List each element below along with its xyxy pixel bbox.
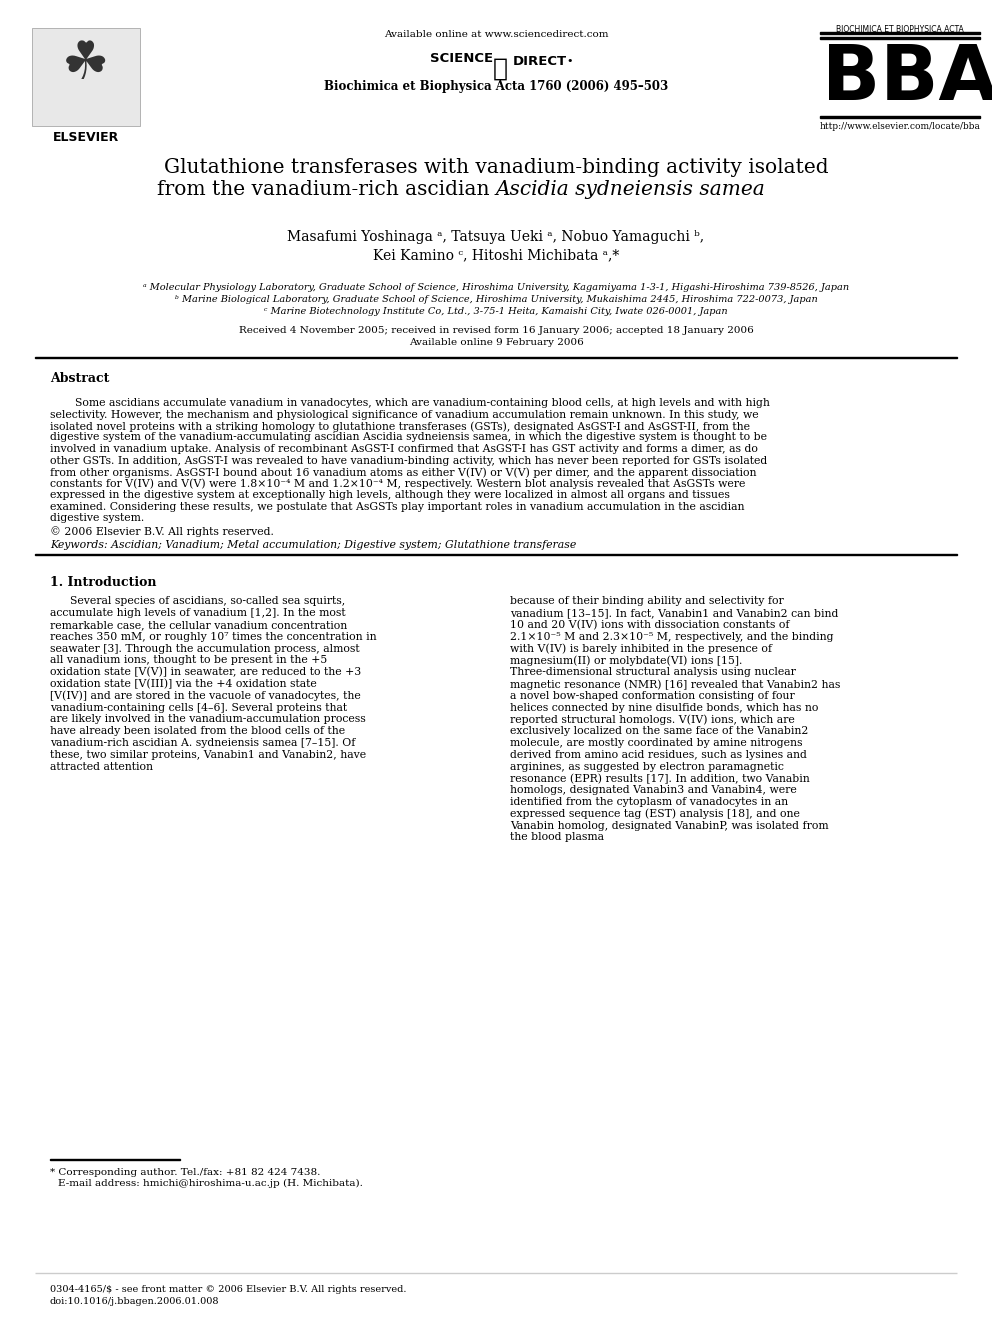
- Text: http://www.elsevier.com/locate/bba: http://www.elsevier.com/locate/bba: [819, 122, 980, 131]
- Text: are likely involved in the vanadium-accumulation process: are likely involved in the vanadium-accu…: [50, 714, 366, 725]
- Text: Several species of ascidians, so-called sea squirts,: Several species of ascidians, so-called …: [70, 597, 345, 606]
- Bar: [820, 116, 980, 118]
- Text: doi:10.1016/j.bbagen.2006.01.008: doi:10.1016/j.bbagen.2006.01.008: [50, 1297, 219, 1306]
- Text: other GSTs. In addition, AsGST-I was revealed to have vanadium-binding activity,: other GSTs. In addition, AsGST-I was rev…: [50, 455, 767, 466]
- Text: exclusively localized on the same face of the Vanabin2: exclusively localized on the same face o…: [510, 726, 808, 737]
- Text: from other organisms. AsGST-I bound about 16 vanadium atoms as either V(IV) or V: from other organisms. AsGST-I bound abou…: [50, 467, 757, 478]
- Text: derived from amino acid residues, such as lysines and: derived from amino acid residues, such a…: [510, 750, 806, 759]
- Text: reaches 350 mM, or roughly 10⁷ times the concentration in: reaches 350 mM, or roughly 10⁷ times the…: [50, 632, 377, 642]
- Text: from the vanadium-rich ascidian: from the vanadium-rich ascidian: [157, 180, 496, 198]
- Text: Some ascidians accumulate vanadium in vanadocytes, which are vanadium-containing: Some ascidians accumulate vanadium in va…: [75, 398, 770, 407]
- Text: BBA: BBA: [822, 42, 992, 116]
- Text: Masafumi Yoshinaga ᵃ, Tatsuya Ueki ᵃ, Nobuo Yamaguchi ᵇ,: Masafumi Yoshinaga ᵃ, Tatsuya Ueki ᵃ, No…: [288, 230, 704, 243]
- Text: Glutathione transferases with vanadium-binding activity isolated: Glutathione transferases with vanadium-b…: [164, 157, 828, 177]
- Text: expressed sequence tag (EST) analysis [18], and one: expressed sequence tag (EST) analysis [1…: [510, 808, 800, 819]
- Text: vanadium-containing cells [4–6]. Several proteins that: vanadium-containing cells [4–6]. Several…: [50, 703, 347, 713]
- Text: SCIENCE: SCIENCE: [430, 52, 493, 65]
- Text: isolated novel proteins with a striking homology to glutathione transferases (GS: isolated novel proteins with a striking …: [50, 421, 750, 431]
- Text: ᵃ Molecular Physiology Laboratory, Graduate School of Science, Hiroshima Univers: ᵃ Molecular Physiology Laboratory, Gradu…: [143, 283, 849, 292]
- Text: constants for V(IV) and V(V) were 1.8×10⁻⁴ M and 1.2×10⁻⁴ M, respectively. Weste: constants for V(IV) and V(V) were 1.8×10…: [50, 479, 745, 490]
- Text: magnetic resonance (NMR) [16] revealed that Vanabin2 has: magnetic resonance (NMR) [16] revealed t…: [510, 679, 840, 689]
- Text: remarkable case, the cellular vanadium concentration: remarkable case, the cellular vanadium c…: [50, 620, 347, 630]
- Text: 2.1×10⁻⁵ M and 2.3×10⁻⁵ M, respectively, and the binding: 2.1×10⁻⁵ M and 2.3×10⁻⁵ M, respectively,…: [510, 632, 833, 642]
- Text: because of their binding ability and selectivity for: because of their binding ability and sel…: [510, 597, 784, 606]
- Text: selectivity. However, the mechanism and physiological significance of vanadium a: selectivity. However, the mechanism and …: [50, 410, 759, 419]
- Text: reported structural homologs. V(IV) ions, which are: reported structural homologs. V(IV) ions…: [510, 714, 795, 725]
- Text: •: •: [566, 56, 572, 66]
- Text: attracted attention: attracted attention: [50, 762, 153, 771]
- Text: these, two similar proteins, Vanabin1 and Vanabin2, have: these, two similar proteins, Vanabin1 an…: [50, 750, 366, 759]
- Text: 1. Introduction: 1. Introduction: [50, 577, 157, 590]
- Text: accumulate high levels of vanadium [1,2]. In the most: accumulate high levels of vanadium [1,2]…: [50, 609, 345, 618]
- Text: vanadium [13–15]. In fact, Vanabin1 and Vanabin2 can bind: vanadium [13–15]. In fact, Vanabin1 and …: [510, 609, 838, 618]
- Text: resonance (EPR) results [17]. In addition, two Vanabin: resonance (EPR) results [17]. In additio…: [510, 774, 809, 783]
- Bar: [32, 28, 140, 126]
- Text: identified from the cytoplasm of vanadocytes in an: identified from the cytoplasm of vanadoc…: [510, 796, 788, 807]
- Text: Keywords: Ascidian; Vanadium; Metal accumulation; Digestive system; Glutathione : Keywords: Ascidian; Vanadium; Metal accu…: [50, 540, 576, 549]
- Text: expressed in the digestive system at exceptionally high levels, although they we: expressed in the digestive system at exc…: [50, 490, 730, 500]
- Text: all vanadium ions, thought to be present in the +5: all vanadium ions, thought to be present…: [50, 655, 327, 665]
- Text: ᶜ Marine Biotechnology Institute Co, Ltd., 3-75-1 Heita, Kamaishi City, Iwate 02: ᶜ Marine Biotechnology Institute Co, Ltd…: [264, 307, 728, 316]
- Text: [V(IV)] and are stored in the vacuole of vanadocytes, the: [V(IV)] and are stored in the vacuole of…: [50, 691, 361, 701]
- Text: the blood plasma: the blood plasma: [510, 832, 604, 843]
- Text: Biochimica et Biophysica Acta 1760 (2006) 495–503: Biochimica et Biophysica Acta 1760 (2006…: [323, 79, 669, 93]
- Text: magnesium(II) or molybdate(VI) ions [15].: magnesium(II) or molybdate(VI) ions [15]…: [510, 655, 742, 665]
- Text: Available online 9 February 2006: Available online 9 February 2006: [409, 337, 583, 347]
- Text: Three-dimensional structural analysis using nuclear: Three-dimensional structural analysis us…: [510, 667, 796, 677]
- Text: 10 and 20 V(IV) ions with dissociation constants of: 10 and 20 V(IV) ions with dissociation c…: [510, 620, 790, 631]
- Text: ᵇ Marine Biological Laboratory, Graduate School of Science, Hiroshima University: ᵇ Marine Biological Laboratory, Graduate…: [175, 295, 817, 304]
- Text: Received 4 November 2005; received in revised form 16 January 2006; accepted 18 : Received 4 November 2005; received in re…: [239, 325, 753, 335]
- Text: ⓓ: ⓓ: [492, 57, 508, 81]
- Text: helices connected by nine disulfide bonds, which has no: helices connected by nine disulfide bond…: [510, 703, 818, 713]
- Text: Ascidia sydneiensis samea: Ascidia sydneiensis samea: [496, 180, 766, 198]
- Text: involved in vanadium uptake. Analysis of recombinant AsGST-I confirmed that AsGS: involved in vanadium uptake. Analysis of…: [50, 445, 758, 454]
- Text: Vanabin homolog, designated VanabinP, was isolated from: Vanabin homolog, designated VanabinP, wa…: [510, 820, 828, 831]
- Bar: [820, 32, 980, 34]
- Text: homologs, designated Vanabin3 and Vanabin4, were: homologs, designated Vanabin3 and Vanabi…: [510, 786, 797, 795]
- Text: digestive system.: digestive system.: [50, 513, 144, 523]
- Bar: [820, 37, 980, 38]
- Text: Abstract: Abstract: [50, 372, 109, 385]
- Text: a novel bow-shaped conformation consisting of four: a novel bow-shaped conformation consisti…: [510, 691, 795, 701]
- Text: seawater [3]. Through the accumulation process, almost: seawater [3]. Through the accumulation p…: [50, 644, 360, 654]
- Text: vanadium-rich ascidian A. sydneiensis samea [7–15]. Of: vanadium-rich ascidian A. sydneiensis sa…: [50, 738, 355, 747]
- Text: BIOCHIMICA ET BIOPHYSICA ACTA: BIOCHIMICA ET BIOPHYSICA ACTA: [836, 25, 964, 34]
- Text: ☘: ☘: [62, 38, 110, 90]
- Text: digestive system of the vanadium-accumulating ascidian Ascidia sydneiensis samea: digestive system of the vanadium-accumul…: [50, 433, 767, 442]
- Text: ELSEVIER: ELSEVIER: [53, 131, 119, 144]
- Text: molecule, are mostly coordinated by amine nitrogens: molecule, are mostly coordinated by amin…: [510, 738, 803, 747]
- Text: oxidation state [V(V)] in seawater, are reduced to the +3: oxidation state [V(V)] in seawater, are …: [50, 667, 361, 677]
- Text: oxidation state [V(III)] via the +4 oxidation state: oxidation state [V(III)] via the +4 oxid…: [50, 679, 316, 689]
- Text: © 2006 Elsevier B.V. All rights reserved.: © 2006 Elsevier B.V. All rights reserved…: [50, 527, 274, 537]
- Text: * Corresponding author. Tel./fax: +81 82 424 7438.: * Corresponding author. Tel./fax: +81 82…: [50, 1168, 320, 1177]
- Text: Available online at www.sciencedirect.com: Available online at www.sciencedirect.co…: [384, 30, 608, 38]
- Text: examined. Considering these results, we postulate that AsGSTs play important rol: examined. Considering these results, we …: [50, 501, 745, 512]
- Text: have already been isolated from the blood cells of the: have already been isolated from the bloo…: [50, 726, 345, 737]
- Text: E-mail address: hmichi@hiroshima-u.ac.jp (H. Michibata).: E-mail address: hmichi@hiroshima-u.ac.jp…: [58, 1179, 363, 1188]
- Text: DIRECT: DIRECT: [513, 56, 567, 67]
- Text: 0304-4165/$ - see front matter © 2006 Elsevier B.V. All rights reserved.: 0304-4165/$ - see front matter © 2006 El…: [50, 1285, 407, 1294]
- Text: arginines, as suggested by electron paramagnetic: arginines, as suggested by electron para…: [510, 762, 784, 771]
- Text: with V(IV) is barely inhibited in the presence of: with V(IV) is barely inhibited in the pr…: [510, 644, 772, 655]
- Text: Kei Kamino ᶜ, Hitoshi Michibata ᵃ,*: Kei Kamino ᶜ, Hitoshi Michibata ᵃ,*: [373, 247, 619, 262]
